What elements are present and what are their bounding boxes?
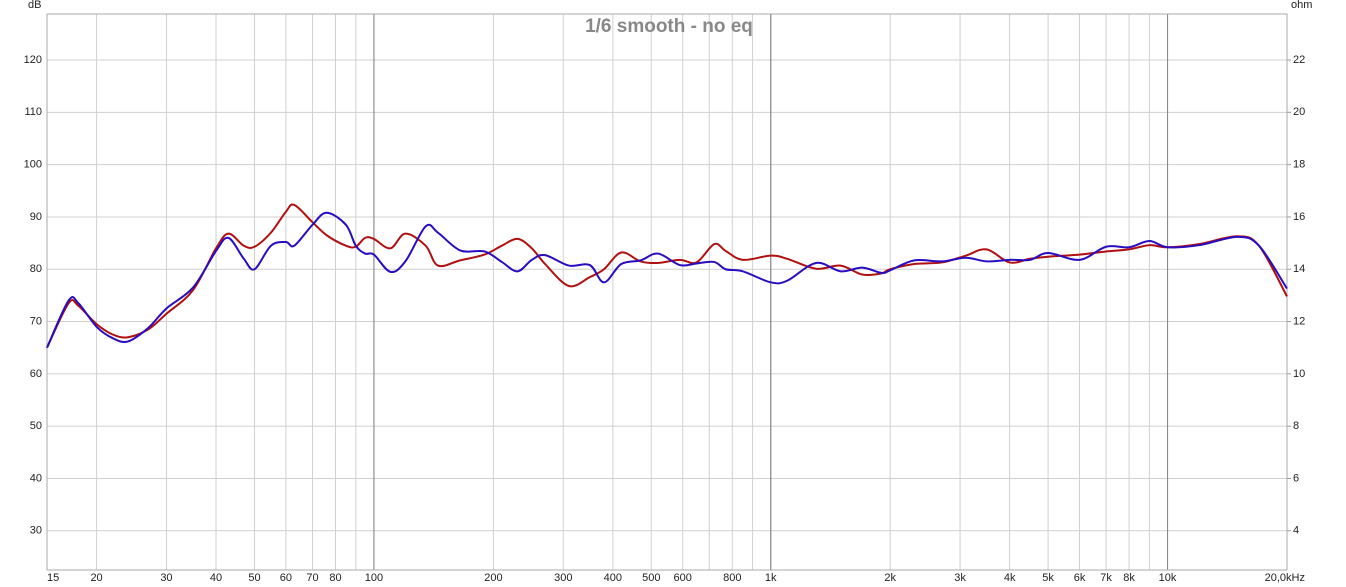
y2-tick-label: 20 — [1293, 106, 1305, 118]
y2-tick-label: 6 — [1293, 472, 1299, 484]
plot-border — [46, 13, 1288, 571]
chart-title: 1/6 smooth - no eq — [585, 16, 753, 37]
y2-tick-label: 8 — [1293, 420, 1299, 432]
y2-tick-label: 10 — [1293, 368, 1305, 380]
x-tick-label: 3k — [954, 572, 966, 584]
x-tick-label: 4k — [1004, 572, 1016, 584]
x-tick-label: 80 — [329, 572, 341, 584]
y2-tick-label: 16 — [1293, 211, 1305, 223]
x-tick-label: 600 — [674, 572, 692, 584]
x-tick-label: 200 — [484, 572, 502, 584]
y-tick-label: 50 — [30, 420, 42, 432]
x-tick-label: 60 — [280, 572, 292, 584]
x-tick-label: 1k — [765, 572, 777, 584]
y2-tick-label: 12 — [1293, 315, 1305, 327]
x-tick-label: 100 — [365, 572, 383, 584]
y2-tick-label: 18 — [1293, 159, 1305, 171]
y-tick-label: 100 — [24, 159, 42, 171]
x-tick-label: 15 — [47, 572, 59, 584]
y-tick-label: 60 — [30, 368, 42, 380]
y-tick-label: 120 — [24, 54, 42, 66]
x-tick-label: 70 — [306, 572, 318, 584]
y-tick-label: 80 — [30, 263, 42, 275]
y2-tick-label: 22 — [1293, 54, 1305, 66]
series-line — [46, 211, 1288, 349]
x-tick-label: 300 — [554, 572, 572, 584]
x-tick-label: 500 — [642, 572, 660, 584]
x-tick-label: 5k — [1042, 572, 1054, 584]
y-tick-label: 90 — [30, 211, 42, 223]
x-tick-label: 800 — [723, 572, 741, 584]
x-tick-label: 10k — [1159, 572, 1177, 584]
y-tick-label: 30 — [30, 525, 42, 537]
x-tick-label: 2k — [884, 572, 896, 584]
x-tick-label: 20,0kHz — [1265, 572, 1305, 584]
x-tick-label: 6k — [1074, 572, 1086, 584]
x-tick-label: 50 — [248, 572, 260, 584]
x-tick-label: 400 — [604, 572, 622, 584]
x-tick-label: 7k — [1100, 572, 1112, 584]
series-line — [46, 203, 1288, 349]
x-tick-label: 30 — [160, 572, 172, 584]
y-tick-label: 110 — [24, 106, 42, 118]
y-tick-label: 70 — [30, 315, 42, 327]
y2-tick-label: 14 — [1293, 263, 1305, 275]
y2-tick-label: 4 — [1293, 525, 1299, 537]
y-tick-label: 40 — [30, 472, 42, 484]
x-tick-label: 8k — [1123, 572, 1135, 584]
x-tick-label: 40 — [210, 572, 222, 584]
x-tick-label: 20 — [90, 572, 102, 584]
y2-axis-label: ohm — [1291, 0, 1312, 11]
y-axis-label: dB — [28, 0, 41, 11]
